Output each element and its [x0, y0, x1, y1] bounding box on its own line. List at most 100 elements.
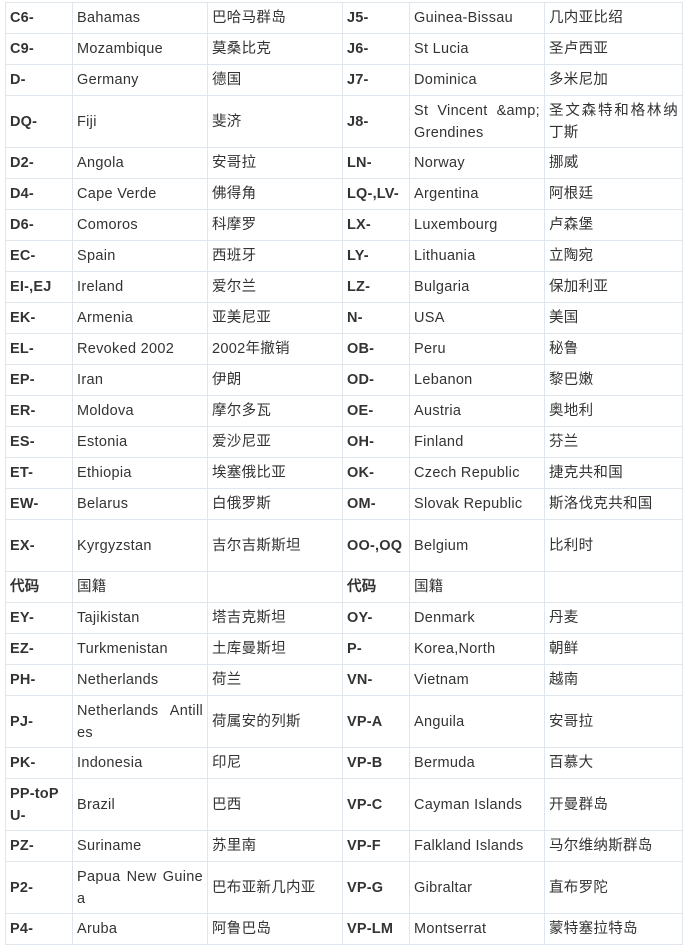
cell-code: D- — [5, 64, 73, 96]
cell-code: PJ- — [5, 695, 73, 748]
cell-country-zh: 圣文森特和格林纳丁斯 — [544, 95, 683, 148]
cell-country-zh: 挪威 — [544, 147, 683, 179]
cell-country-en: Comoros — [72, 209, 208, 241]
table-row: ET- Ethiopia 埃塞俄比亚 OK- Czech Republic 捷克共和国 — [5, 457, 683, 489]
cell-country-en: USA — [409, 302, 545, 334]
cell-code: OO-,OQ — [342, 519, 410, 572]
cell-country-en: Indonesia — [72, 747, 208, 779]
cell-country-en: Tajikistan — [72, 602, 208, 634]
cell-code: EW- — [5, 488, 73, 520]
table-row: P4- Aruba 阿鲁巴岛 VP-LM Montserrat 蒙特塞拉特岛 — [5, 913, 683, 945]
cell-country-zh — [207, 571, 343, 603]
cell-country-en: Armenia — [72, 302, 208, 334]
cell-country-en: Estonia — [72, 426, 208, 458]
cell-country-en: Czech Republic — [409, 457, 545, 489]
cell-code: VP-C — [342, 778, 410, 831]
cell-country-en: Bahamas — [72, 2, 208, 34]
cell-code: LY- — [342, 240, 410, 272]
cell-code: EZ- — [5, 633, 73, 665]
cell-country-zh: 印尼 — [207, 747, 343, 779]
cell-code: PP-toPU- — [5, 778, 73, 831]
cell-country-en: Peru — [409, 333, 545, 365]
cell-country-zh: 安哥拉 — [207, 147, 343, 179]
cell-code: EL- — [5, 333, 73, 365]
cell-code: OM- — [342, 488, 410, 520]
table-row: D4- Cape Verde 佛得角 LQ-,LV- Argentina 阿根廷 — [5, 178, 683, 210]
cell-country-zh: 佛得角 — [207, 178, 343, 210]
cell-country-zh: 德国 — [207, 64, 343, 96]
cell-code: OY- — [342, 602, 410, 634]
cell-country-zh: 丹麦 — [544, 602, 683, 634]
table-row: DQ- Fiji 斐济 J8- St Vincent &amp; Grendines 圣文… — [5, 95, 683, 148]
cell-code: OK- — [342, 457, 410, 489]
cell-code: OD- — [342, 364, 410, 396]
table-row: EW- Belarus 白俄罗斯 OM- Slovak Republic 斯洛伐克共和国 — [5, 488, 683, 520]
cell-country-zh: 安哥拉 — [544, 695, 683, 748]
cell-country-en: 国籍 — [409, 571, 545, 603]
cell-country-en: Lithuania — [409, 240, 545, 272]
cell-country-zh: 斐济 — [207, 95, 343, 148]
cell-country-en: Falkland Islands — [409, 830, 545, 862]
cell-country-zh: 几内亚比绍 — [544, 2, 683, 34]
cell-country-zh: 巴布亚新几内亚 — [207, 861, 343, 914]
cell-code: VP-B — [342, 747, 410, 779]
cell-country-zh: 西班牙 — [207, 240, 343, 272]
cell-country-zh — [544, 571, 683, 603]
cell-country-en: Fiji — [72, 95, 208, 148]
cell-country-zh: 科摩罗 — [207, 209, 343, 241]
cell-code: C9- — [5, 33, 73, 65]
cell-country-en: Belgium — [409, 519, 545, 572]
table-row: PJ- Netherlands Antilles 荷属安的列斯 VP-A Anguila… — [5, 695, 683, 748]
table-row: PH- Netherlands 荷兰 VN- Vietnam 越南 — [5, 664, 683, 696]
cell-code: D6- — [5, 209, 73, 241]
cell-country-en: Turkmenistan — [72, 633, 208, 665]
aircraft-registration-prefix-table: C6- Bahamas 巴哈马群岛 J5- Guinea-Bissau 几内亚比绍 C9- M… — [5, 2, 683, 945]
table-row: EI-,EJ Ireland 爱尔兰 LZ- Bulgaria 保加利亚 — [5, 271, 683, 303]
table-row: EK- Armenia 亚美尼亚 N- USA 美国 — [5, 302, 683, 334]
cell-country-zh: 开曼群岛 — [544, 778, 683, 831]
cell-code: D4- — [5, 178, 73, 210]
cell-country-en: Ireland — [72, 271, 208, 303]
cell-code: EP- — [5, 364, 73, 396]
cell-country-en: Dominica — [409, 64, 545, 96]
cell-country-en: Finland — [409, 426, 545, 458]
cell-country-zh: 巴西 — [207, 778, 343, 831]
cell-country-zh: 巴哈马群岛 — [207, 2, 343, 34]
cell-country-zh: 莫桑比克 — [207, 33, 343, 65]
table-row: EZ- Turkmenistan 土库曼斯坦 P- Korea,North 朝鲜 — [5, 633, 683, 665]
cell-code: VP-G — [342, 861, 410, 914]
cell-country-zh: 土库曼斯坦 — [207, 633, 343, 665]
cell-code: EI-,EJ — [5, 271, 73, 303]
cell-country-zh: 斯洛伐克共和国 — [544, 488, 683, 520]
cell-country-en: Netherlands — [72, 664, 208, 696]
cell-country-zh: 埃塞俄比亚 — [207, 457, 343, 489]
cell-country-en: Iran — [72, 364, 208, 396]
cell-country-en: Luxembourg — [409, 209, 545, 241]
cell-country-en: Moldova — [72, 395, 208, 427]
cell-country-en: Belarus — [72, 488, 208, 520]
cell-country-zh: 马尔维纳斯群岛 — [544, 830, 683, 862]
cell-country-en: Korea,North — [409, 633, 545, 665]
cell-country-en: 国籍 — [72, 571, 208, 603]
cell-country-en: Argentina — [409, 178, 545, 210]
cell-code: LX- — [342, 209, 410, 241]
cell-code: VN- — [342, 664, 410, 696]
cell-country-en: Kyrgyzstan — [72, 519, 208, 572]
cell-country-zh: 蒙特塞拉特岛 — [544, 913, 683, 945]
cell-country-zh: 比利时 — [544, 519, 683, 572]
table-row: ES- Estonia 爱沙尼亚 OH- Finland 芬兰 — [5, 426, 683, 458]
cell-code: PH- — [5, 664, 73, 696]
cell-code: N- — [342, 302, 410, 334]
table-body: C6- Bahamas 巴哈马群岛 J5- Guinea-Bissau 几内亚比绍 C9- M… — [5, 2, 683, 945]
cell-country-zh: 捷克共和国 — [544, 457, 683, 489]
cell-code: ES- — [5, 426, 73, 458]
cell-code: EK- — [5, 302, 73, 334]
table-row: EL- Revoked 2002 2002年撤销 OB- Peru 秘鲁 — [5, 333, 683, 365]
cell-country-en: Lebanon — [409, 364, 545, 396]
cell-country-en: Netherlands Antilles — [72, 695, 208, 748]
cell-code: ER- — [5, 395, 73, 427]
cell-country-en: Gibraltar — [409, 861, 545, 914]
cell-country-en: Anguila — [409, 695, 545, 748]
table-row: PP-toPU- Brazil 巴西 VP-C Cayman Islands 开曼群岛 — [5, 778, 683, 831]
cell-country-en: Bulgaria — [409, 271, 545, 303]
